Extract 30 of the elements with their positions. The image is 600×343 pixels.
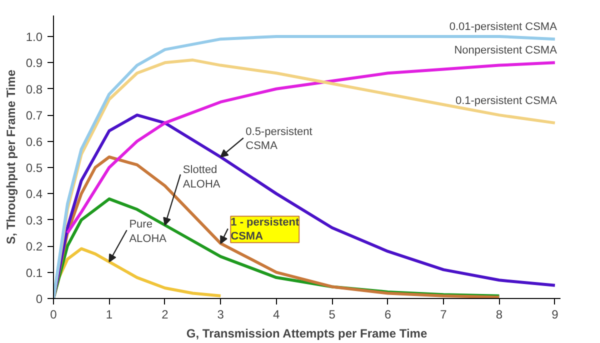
- x-tick-label: 8: [496, 308, 503, 322]
- y-tick-label: 0.6: [26, 134, 43, 149]
- series-label: Nonpersistent CSMA: [454, 44, 558, 57]
- y-tick-label: 0.7: [26, 108, 43, 123]
- x-tick-label: 5: [328, 308, 336, 322]
- y-tick-label: 0: [36, 292, 43, 306]
- x-axis-title: G, Transmission Attempts per Frame Time: [186, 326, 428, 340]
- line-series: [54, 114, 556, 298]
- y-tick-label: 0.4: [26, 187, 43, 202]
- x-tick-label: 1: [106, 308, 113, 322]
- x-tick-label: 9: [552, 308, 559, 322]
- y-tick-label: 0.2: [26, 240, 43, 254]
- x-tick-label: 4: [273, 308, 280, 322]
- x-tick-label: 3: [217, 308, 224, 322]
- y-tick-label: 0.8: [26, 82, 43, 96]
- y-tick-label: 0.5: [26, 160, 43, 175]
- text: Slotted ALOHA: [182, 164, 221, 190]
- series-label: 0.01-persistent CSMA: [449, 21, 558, 34]
- text: Pure ALOHA: [129, 218, 168, 246]
- y-tick-label: 0.3: [26, 213, 43, 228]
- y-tick-label: 0.9: [26, 56, 43, 70]
- x-tick-label: 0: [50, 308, 58, 322]
- x-tick-label: 7: [440, 308, 448, 322]
- y-axis-title: S, Throughput per Frame Time: [4, 69, 18, 244]
- series-label: 0.5-persistent CSMA: [246, 126, 312, 152]
- series-label: 0.1-persistent CSMA: [455, 94, 558, 107]
- y-tick-label: 1.0: [26, 30, 43, 44]
- y-tick-label: 0.1: [26, 266, 43, 280]
- x-tick-label: 6: [384, 308, 392, 322]
- x-tick-label: 2: [162, 308, 169, 322]
